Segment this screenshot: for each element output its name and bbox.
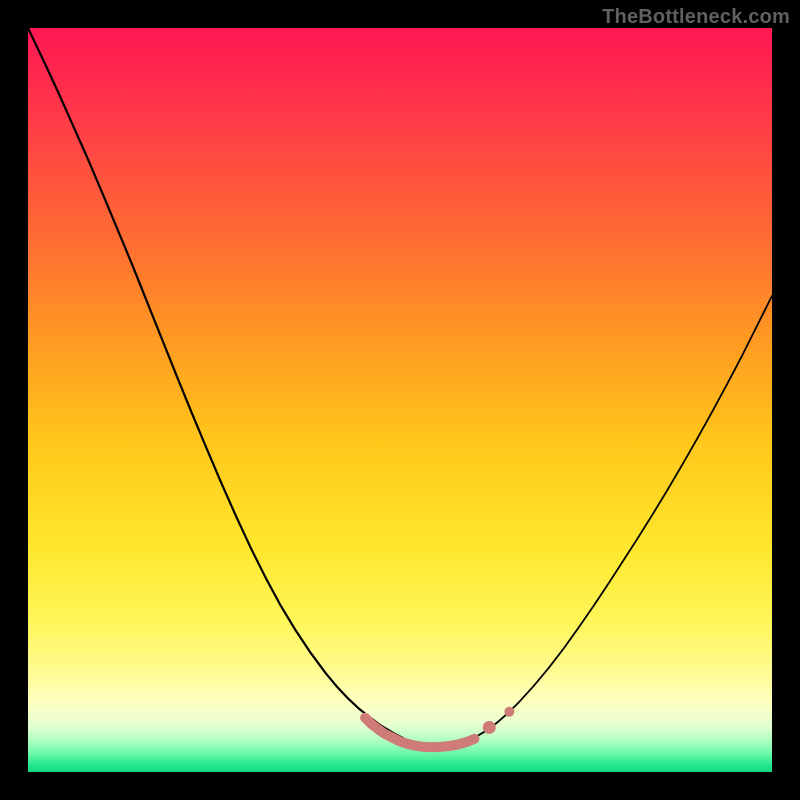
marker-dot: [483, 721, 496, 734]
marker-dot: [504, 707, 514, 717]
chart-frame: TheBottleneck.com: [0, 0, 800, 800]
gradient-background: [28, 28, 772, 772]
bottleneck-curve-chart: [0, 0, 800, 800]
watermark-text: TheBottleneck.com: [602, 6, 790, 29]
